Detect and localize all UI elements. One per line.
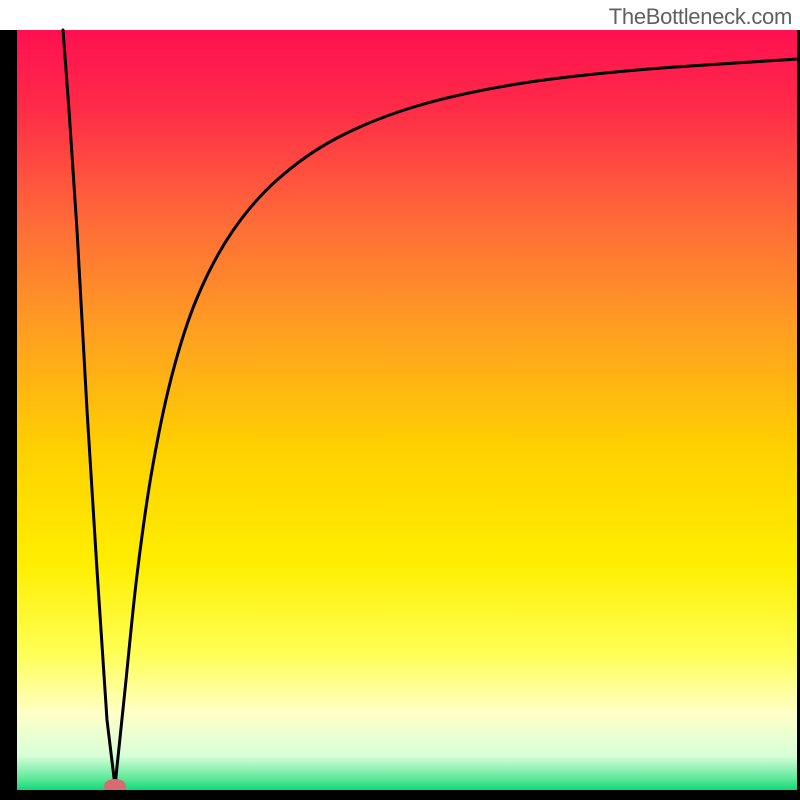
chart-svg: [0, 0, 800, 800]
frame-left: [0, 30, 17, 800]
plot-background: [17, 30, 797, 790]
bottleneck-chart: [0, 0, 800, 800]
frame-bottom: [0, 790, 800, 800]
watermark-label: TheBottleneck.com: [609, 4, 792, 30]
